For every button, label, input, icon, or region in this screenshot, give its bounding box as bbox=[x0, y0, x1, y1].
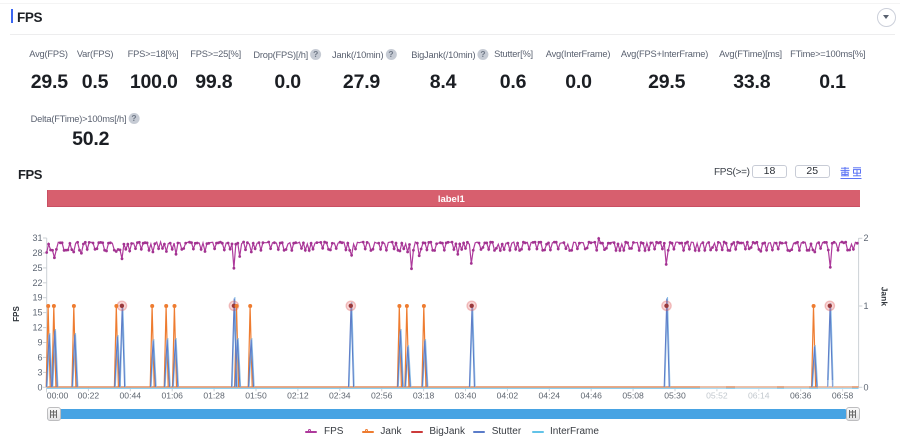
svg-text:3: 3 bbox=[37, 367, 42, 377]
svg-text:00:00: 00:00 bbox=[47, 391, 69, 401]
svg-text:06:58: 06:58 bbox=[832, 391, 854, 401]
svg-text:22: 22 bbox=[32, 278, 42, 288]
svg-text:02:12: 02:12 bbox=[287, 391, 309, 401]
svg-text:05:08: 05:08 bbox=[622, 391, 644, 401]
svg-text:03:40: 03:40 bbox=[455, 391, 477, 401]
svg-text:06:36: 06:36 bbox=[790, 391, 812, 401]
svg-text:6: 6 bbox=[37, 352, 42, 362]
svg-text:04:24: 04:24 bbox=[539, 391, 561, 401]
svg-text:01:28: 01:28 bbox=[203, 391, 225, 401]
svg-text:05:52: 05:52 bbox=[706, 391, 728, 401]
svg-text:01:50: 01:50 bbox=[245, 391, 267, 401]
svg-text:2: 2 bbox=[864, 233, 869, 243]
svg-text:0: 0 bbox=[37, 382, 42, 392]
svg-text:01:06: 01:06 bbox=[161, 391, 183, 401]
svg-text:06:14: 06:14 bbox=[748, 391, 770, 401]
svg-text:25: 25 bbox=[32, 263, 42, 273]
svg-text:02:34: 02:34 bbox=[329, 391, 351, 401]
svg-text:1: 1 bbox=[864, 301, 869, 311]
svg-text:Jank: Jank bbox=[879, 287, 889, 307]
svg-text:00:44: 00:44 bbox=[120, 391, 142, 401]
svg-text:04:46: 04:46 bbox=[580, 391, 602, 401]
svg-text:9: 9 bbox=[37, 338, 42, 348]
svg-text:31: 31 bbox=[32, 233, 42, 243]
svg-text:0: 0 bbox=[864, 382, 869, 392]
svg-text:02:56: 02:56 bbox=[371, 391, 393, 401]
svg-text:15: 15 bbox=[32, 308, 42, 318]
svg-text:28: 28 bbox=[32, 248, 42, 258]
svg-text:FPS: FPS bbox=[12, 306, 21, 322]
svg-text:00:22: 00:22 bbox=[78, 391, 100, 401]
svg-text:19: 19 bbox=[32, 293, 42, 303]
svg-text:12: 12 bbox=[32, 323, 42, 333]
svg-text:05:30: 05:30 bbox=[664, 391, 686, 401]
svg-text:03:18: 03:18 bbox=[413, 391, 435, 401]
svg-text:04:02: 04:02 bbox=[497, 391, 519, 401]
